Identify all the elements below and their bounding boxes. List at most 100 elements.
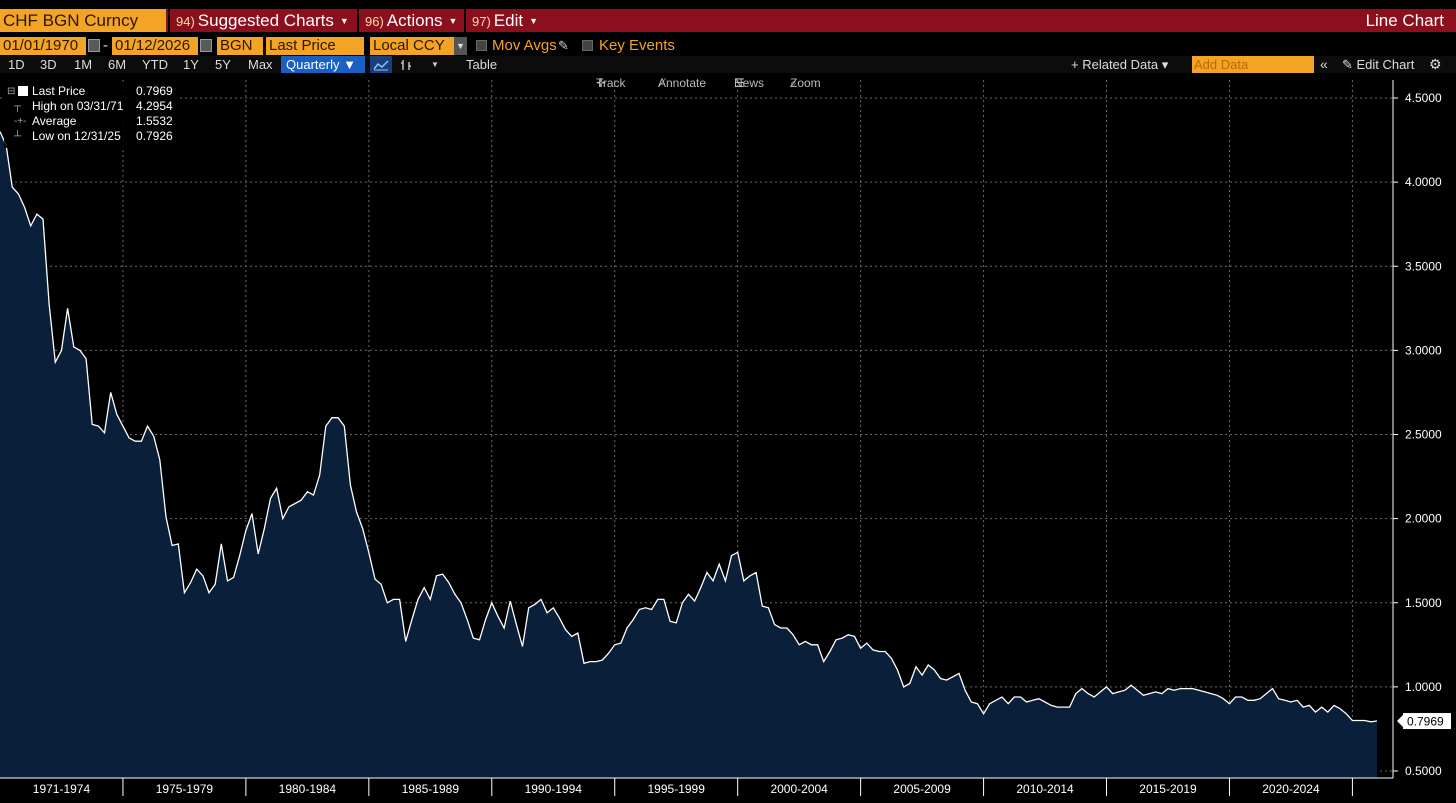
line-chart-icon[interactable] — [370, 56, 392, 73]
period-1m[interactable]: 1M — [74, 57, 93, 72]
collapse-icon[interactable]: ⊟ — [7, 86, 16, 97]
legend-value: 0.7969 — [136, 84, 173, 98]
y-axis-ticks: 0.5000 1.0000 1.5000 2.0000 2.5000 3.0000 3.50… — [1393, 91, 1451, 778]
annotate-icon: ⟋ — [658, 76, 667, 90]
x-tick-label: 2020-2024 — [1262, 782, 1320, 796]
related-data-button[interactable]: + Related Data ▾ — [1071, 57, 1169, 72]
pencil-icon[interactable]: ✎ — [558, 38, 569, 53]
legend-value: 0.7926 — [136, 129, 173, 143]
series-swatch-icon — [18, 86, 28, 96]
suggested-charts-menu[interactable]: 94) Suggested Charts ▼ — [168, 9, 349, 32]
y-tick-label: 4.5000 — [1405, 91, 1442, 105]
table-button[interactable]: Table — [466, 57, 498, 72]
period-1d[interactable]: 1D — [8, 57, 25, 72]
field-selector[interactable]: Last Price — [266, 37, 364, 55]
x-tick-label: 2000-2004 — [770, 782, 828, 796]
bar-chart-icon[interactable] — [396, 56, 416, 73]
source-field[interactable]: BGN — [217, 37, 263, 55]
period-3d[interactable]: 3D — [40, 57, 57, 72]
edit-chart-button[interactable]: ✎ Edit Chart — [1342, 56, 1414, 73]
calendar-icon[interactable] — [200, 39, 212, 52]
x-tick-label: 1980-1984 — [279, 782, 337, 796]
high-marker-icon: ┬ — [14, 101, 22, 112]
period-toolbar: 1D 3D 1M 6M YTD 1Y 5Y Max Quarterly ▼ ▼ … — [0, 56, 1456, 73]
calendar-icon[interactable] — [88, 39, 100, 52]
x-tick-label: 1975-1979 — [156, 782, 214, 796]
chart-style-dropdown-icon[interactable]: ▼ — [431, 60, 439, 69]
legend-label: Average — [32, 114, 77, 128]
start-date-field[interactable]: 01/01/1970 — [0, 37, 86, 55]
low-marker-icon: ┴ — [14, 131, 22, 142]
price-line — [0, 131, 1378, 723]
legend-row-last-price[interactable]: ⊟ Last Price 0.7969 — [4, 84, 178, 99]
track-tool-label: Track — [596, 76, 626, 90]
y-tick-label: 1.5000 — [1405, 596, 1442, 610]
period-ytd[interactable]: YTD — [142, 57, 168, 72]
x-tick-label: 1990-1994 — [525, 782, 583, 796]
menu-number: 96) — [365, 14, 384, 29]
caret-down-icon: ▼ — [529, 16, 539, 26]
magnifier-icon: ⌕ — [790, 76, 797, 90]
legend-label: Last Price — [32, 84, 86, 98]
news-icon: ☰ — [734, 76, 745, 90]
average-marker-icon: -+- — [14, 116, 27, 127]
y-tick-label: 3.0000 — [1405, 343, 1442, 357]
edit-chart-label: Edit Chart — [1356, 57, 1415, 72]
currency-dropdown-icon[interactable]: ▼ — [454, 37, 467, 55]
legend-label: Low on 12/31/25 — [32, 129, 121, 143]
caret-down-icon: ▼ — [448, 16, 458, 26]
legend-value: 4.2954 — [136, 99, 173, 113]
period-6m[interactable]: 6M — [108, 57, 127, 72]
period-max[interactable]: Max — [248, 57, 273, 72]
mov-avgs-label[interactable]: Mov Avgs — [492, 37, 557, 54]
x-tick-label: 2010-2014 — [1016, 782, 1074, 796]
x-tick-label: 2005-2009 — [893, 782, 951, 796]
menu-label: Edit — [493, 11, 524, 30]
pencil-icon: ✎ — [1342, 57, 1357, 72]
x-tick-label: 1995-1999 — [648, 782, 706, 796]
last-value-box — [1403, 713, 1451, 730]
security-field[interactable]: CHF BGN Curncy — [0, 9, 166, 32]
chart-type-title: Line Chart — [1365, 11, 1444, 30]
key-events-checkbox[interactable] — [582, 40, 593, 51]
annotate-tool-label: Annotate — [658, 76, 707, 90]
actions-menu[interactable]: 96) Actions ▼ — [357, 9, 457, 32]
x-axis-ticks: 1971-1974 1975-1979 1980-1984 1985-1989 1990… — [33, 778, 1353, 796]
y-tick-label: 1.0000 — [1405, 680, 1442, 694]
y-tick-label: 0.5000 — [1405, 764, 1442, 778]
last-value-pointer — [1397, 715, 1403, 728]
x-tick-label: 2015-2019 — [1139, 782, 1197, 796]
legend-row-high: ┬ High on 03/31/71 4.2954 — [4, 99, 178, 114]
edit-menu[interactable]: 97) Edit ▼ — [464, 9, 538, 32]
y-tick-label: 2.0000 — [1405, 512, 1442, 526]
period-1y[interactable]: 1Y — [183, 57, 199, 72]
price-area-fill — [0, 131, 1377, 779]
menu-label: Suggested Charts — [197, 11, 334, 30]
mov-avgs-checkbox[interactable] — [476, 40, 487, 51]
gear-icon[interactable]: ⚙ — [1429, 56, 1442, 72]
legend: ⊟ Last Price 0.7969 ┬ High on 03/31/71 4… — [4, 84, 178, 148]
date-separator: - — [103, 37, 108, 54]
collapse-icon[interactable]: « — [1320, 56, 1328, 72]
legend-label: High on 03/31/71 — [32, 99, 124, 113]
end-date-field[interactable]: 01/12/2026 — [112, 37, 198, 55]
menu-number: 97) — [472, 14, 491, 29]
add-data-input[interactable]: Add Data — [1192, 56, 1314, 73]
frequency-selector[interactable]: Quarterly ▼ — [281, 56, 365, 73]
y-tick-label: 4.0000 — [1405, 175, 1442, 189]
currency-selector[interactable]: Local CCY — [370, 37, 454, 55]
last-value-label: 0.7969 — [1407, 715, 1444, 729]
zoom-tool-label: Zoom — [790, 76, 821, 90]
legend-value: 1.5532 — [136, 114, 173, 128]
period-5y[interactable]: 5Y — [215, 57, 231, 72]
menu-label: Actions — [386, 11, 443, 30]
caret-down-icon: ▼ — [339, 16, 349, 26]
crosshair-icon: ✛ — [596, 76, 607, 90]
news-tool-label: News — [734, 76, 765, 90]
legend-row-low: ┴ Low on 12/31/25 0.7926 — [4, 129, 178, 144]
x-tick-label: 1971-1974 — [33, 782, 91, 796]
y-tick-label: 3.5000 — [1405, 259, 1442, 273]
key-events-label[interactable]: Key Events — [599, 37, 675, 54]
y-tick-label: 2.5000 — [1405, 428, 1442, 442]
